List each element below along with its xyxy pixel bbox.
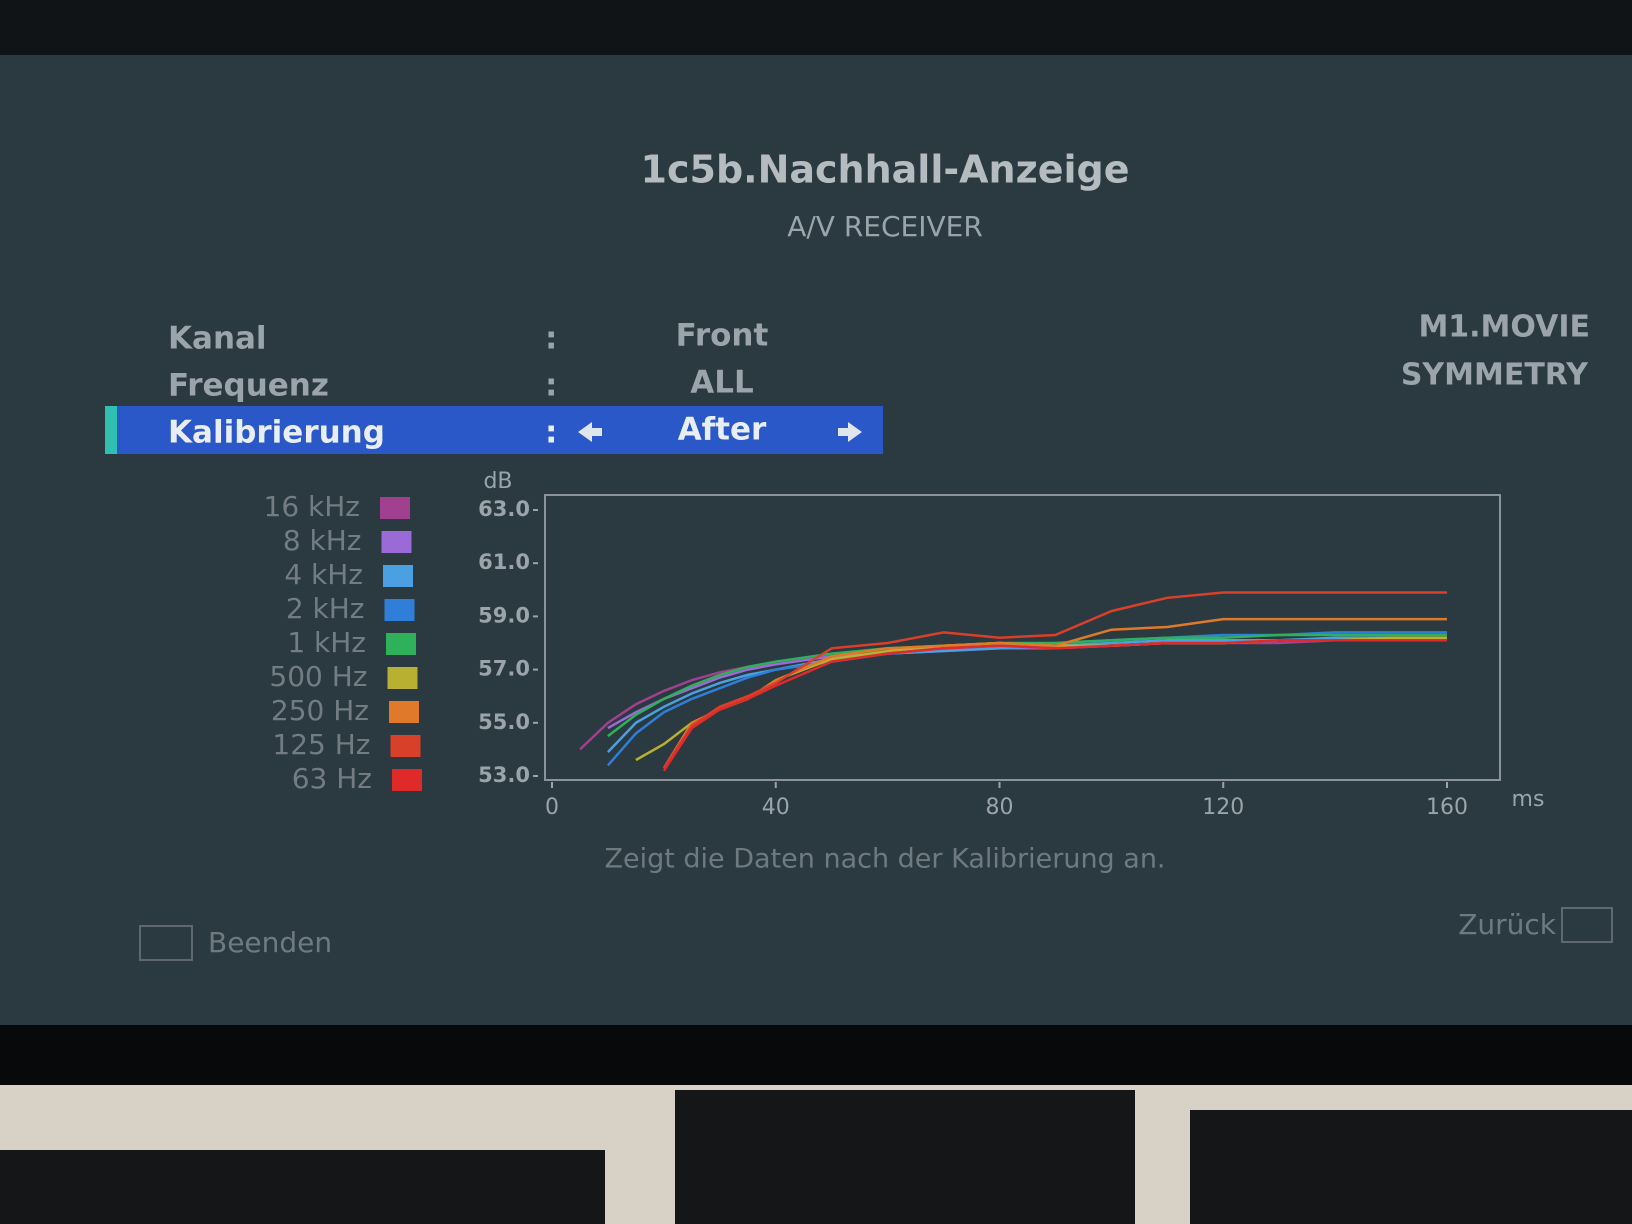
arrow-right[interactable] bbox=[838, 422, 862, 442]
legend-label: 250 Hz bbox=[271, 694, 369, 727]
legend-label: 1 kHz bbox=[287, 626, 366, 659]
y-axis-label: dB bbox=[483, 469, 512, 494]
mode-name: M1.MOVIE bbox=[1418, 310, 1590, 345]
highlight-marker bbox=[105, 406, 117, 454]
tv-bezel bbox=[0, 1025, 1632, 1085]
legend-swatch bbox=[381, 531, 412, 553]
legend-label: 500 Hz bbox=[269, 660, 367, 693]
series-line bbox=[662, 591, 1447, 769]
plot-frame bbox=[544, 494, 1501, 781]
exit-label[interactable]: Beenden bbox=[208, 926, 332, 959]
y-tick-label: 61.0 bbox=[478, 550, 530, 574]
left-box bbox=[0, 1150, 605, 1224]
legend-label: 63 Hz bbox=[292, 762, 372, 795]
back-label[interactable]: Zurück bbox=[1458, 908, 1557, 941]
y-tick-label: 63.0 bbox=[478, 497, 530, 521]
menu-label[interactable]: Kanal bbox=[168, 321, 267, 357]
menu-label[interactable]: Frequenz bbox=[168, 368, 329, 404]
x-tick-label: 0 bbox=[545, 795, 559, 820]
legend-swatch bbox=[386, 633, 416, 655]
menu-value[interactable]: After bbox=[678, 412, 767, 448]
menu-value[interactable]: ALL bbox=[690, 365, 754, 401]
series-line bbox=[662, 639, 1447, 772]
y-tick-label: 59.0 bbox=[478, 603, 530, 627]
back-icon[interactable] bbox=[1561, 907, 1613, 943]
right-box bbox=[1190, 1110, 1632, 1224]
legend-label: 16 kHz bbox=[264, 490, 361, 523]
y-tick-label: 57.0 bbox=[478, 657, 530, 681]
menu-separator: : bbox=[545, 321, 557, 357]
tv-screen bbox=[0, 55, 1632, 1025]
legend-swatch bbox=[390, 735, 421, 757]
menu-separator: : bbox=[545, 415, 557, 451]
menu-separator: : bbox=[545, 368, 557, 404]
legend-label: 2 kHz bbox=[286, 592, 365, 625]
legend-swatch bbox=[384, 599, 415, 621]
y-tick-label: 55.0 bbox=[478, 710, 530, 734]
exit-icon[interactable] bbox=[139, 925, 193, 961]
arrow-left[interactable] bbox=[578, 422, 602, 442]
subtitle: A/V RECEIVER bbox=[787, 210, 983, 243]
title: 1c5b.Nachhall-Anzeige bbox=[641, 148, 1130, 192]
x-tick-label: 120 bbox=[1202, 795, 1244, 820]
legend-label: 4 kHz bbox=[284, 558, 363, 591]
description: Zeigt die Daten nach der Kalibrierung an… bbox=[604, 844, 1165, 875]
menu-label[interactable]: Kalibrierung bbox=[168, 415, 385, 451]
x-tick-label: 160 bbox=[1426, 795, 1468, 820]
menu-highlight[interactable] bbox=[105, 406, 883, 454]
legend-swatch bbox=[387, 667, 418, 689]
mode-name: SYMMETRY bbox=[1401, 358, 1589, 393]
legend-swatch bbox=[389, 701, 419, 723]
menu-value[interactable]: Front bbox=[676, 318, 769, 354]
legend-label: 125 Hz bbox=[272, 728, 370, 761]
legend-swatch bbox=[383, 565, 413, 587]
legend-swatch bbox=[392, 769, 422, 791]
y-tick-label: 53.0 bbox=[478, 763, 530, 787]
x-tick-label: 80 bbox=[986, 795, 1014, 820]
center-speaker bbox=[675, 1090, 1135, 1224]
x-tick-label: 40 bbox=[762, 795, 790, 820]
x-axis-label: ms bbox=[1512, 787, 1545, 812]
legend-label: 8 kHz bbox=[283, 524, 362, 557]
legend-swatch bbox=[380, 497, 410, 519]
